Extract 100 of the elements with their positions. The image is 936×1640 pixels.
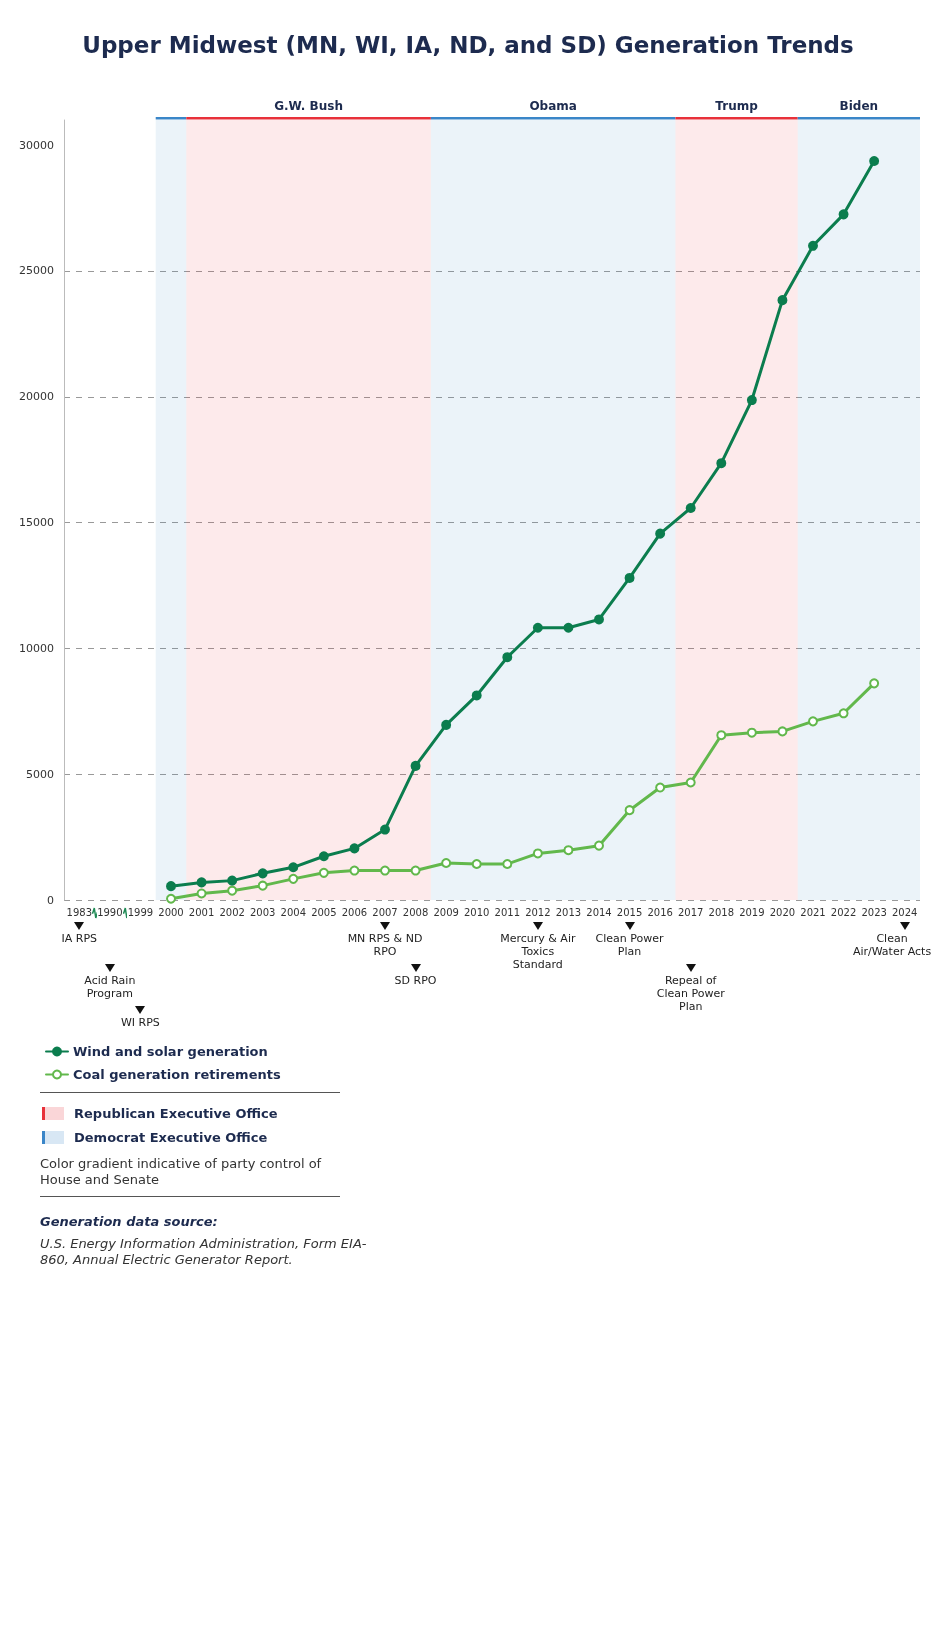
point: [655, 782, 666, 793]
text: MN RPS & ND RPO: [346, 932, 424, 958]
band-label: Obama: [529, 99, 577, 113]
x-tick-label: 2002: [219, 906, 245, 918]
point: [318, 851, 329, 862]
x-tick-label: 2003: [249, 906, 276, 918]
point: [532, 848, 543, 859]
legend-label: Coal generation retirements: [73, 1067, 281, 1082]
point: [410, 865, 421, 876]
x-tick-label: 2013: [555, 906, 582, 918]
text: Democrat Executive Office: [74, 1130, 268, 1146]
text: Republican Executive Office: [74, 1106, 278, 1122]
point: [685, 777, 696, 788]
point: [746, 727, 757, 738]
text: Color gradient indicative of party control of House and Senate: [40, 1156, 323, 1188]
point: [166, 881, 176, 892]
text: SD RPO: [393, 974, 438, 987]
point: [869, 156, 880, 167]
y-tick-label: 30000: [19, 138, 54, 152]
point: [777, 726, 788, 737]
x-tick-label: 2001: [188, 906, 215, 918]
point: [349, 865, 360, 876]
x-tick-label: 2015: [616, 906, 643, 918]
point: [685, 502, 696, 513]
y-tick-label: 15000: [19, 516, 54, 530]
x-tick-label: 2022: [830, 906, 857, 918]
point: [441, 858, 452, 869]
x-tick-label: 2016: [647, 906, 673, 918]
x-tick-label: 2000: [158, 906, 184, 918]
point: [166, 893, 176, 904]
x-tick-label: 2023: [861, 906, 887, 918]
y-tick-label: 25000: [19, 264, 54, 278]
legend-label: Wind and solar generation: [73, 1044, 268, 1059]
x-tick-label: 2019: [739, 906, 765, 918]
point: [502, 652, 513, 663]
band-label: Trump: [715, 99, 759, 113]
point: [808, 716, 818, 727]
x-tick-label: 1983: [66, 906, 93, 918]
x-tick-label: 2008: [402, 906, 429, 918]
point: [808, 240, 818, 251]
x-tick-label: 2018: [708, 906, 735, 918]
point: [746, 395, 757, 406]
point: [196, 888, 207, 899]
x-tick-label: 2007: [372, 906, 398, 918]
x-tick-label: 2017: [677, 906, 704, 918]
point: [563, 622, 574, 633]
point: [257, 868, 268, 879]
text: Clean Air/Water Acts: [851, 932, 933, 958]
x-tick-label: 2005: [311, 906, 337, 918]
point: [380, 824, 390, 835]
x-tick-label: 2012: [525, 906, 551, 918]
y-tick-label: 0: [47, 893, 54, 907]
point: [869, 678, 880, 689]
y-tick-label: 10000: [19, 641, 54, 655]
x-tick-label: 2011: [494, 906, 521, 918]
band-label: Biden: [839, 99, 879, 113]
point: [624, 805, 635, 816]
point: [380, 865, 390, 876]
point: [624, 572, 635, 583]
text: Acid Rain Program: [83, 974, 137, 1000]
point: [410, 760, 421, 771]
x-tick-label: 2021: [800, 906, 826, 918]
point: [471, 859, 482, 870]
point: [838, 708, 849, 719]
text: Mercury & Air Toxics Standard: [499, 932, 577, 971]
y-tick-label: 5000: [26, 767, 54, 781]
point: [716, 730, 727, 741]
point: [227, 885, 238, 896]
y-tick-label: 20000: [19, 390, 54, 404]
point: [594, 614, 604, 625]
text: Clean Power Plan: [594, 932, 665, 958]
point: [196, 877, 207, 888]
text: IA RPS: [60, 932, 99, 945]
text: Repeal of Clean Power Plan: [655, 974, 726, 1013]
x-tick-label: 2009: [433, 906, 459, 918]
x-tick-label: 2014: [586, 906, 612, 918]
point: [227, 875, 238, 886]
band-label: G.W. Bush: [274, 99, 343, 113]
x-tick-label: 1999: [127, 906, 154, 918]
point: [502, 859, 513, 870]
point: [777, 295, 788, 306]
point: [349, 843, 360, 854]
point: [441, 719, 452, 730]
point: [288, 873, 299, 884]
x-tick-label: 1990: [97, 906, 123, 918]
x-tick-label: 2004: [280, 906, 307, 918]
x-tick-label: 2006: [341, 906, 368, 918]
point: [655, 528, 666, 539]
text: WI RPS: [119, 1016, 161, 1029]
text: U.S. Energy Information Administration, Form EIA-860, Annual Electric Generator Report.: [40, 1236, 368, 1268]
text: Generation data source:: [40, 1214, 218, 1230]
x-tick-label: 2024: [891, 906, 918, 918]
point: [838, 209, 849, 220]
point: [257, 880, 268, 891]
x-tick-label: 2020: [769, 906, 796, 918]
point: [532, 622, 543, 633]
point: [471, 690, 482, 701]
chart-title: Upper Midwest (MN, WI, IA, ND, and SD) Generation Trends: [82, 31, 854, 58]
point: [288, 862, 299, 873]
point: [563, 845, 574, 856]
